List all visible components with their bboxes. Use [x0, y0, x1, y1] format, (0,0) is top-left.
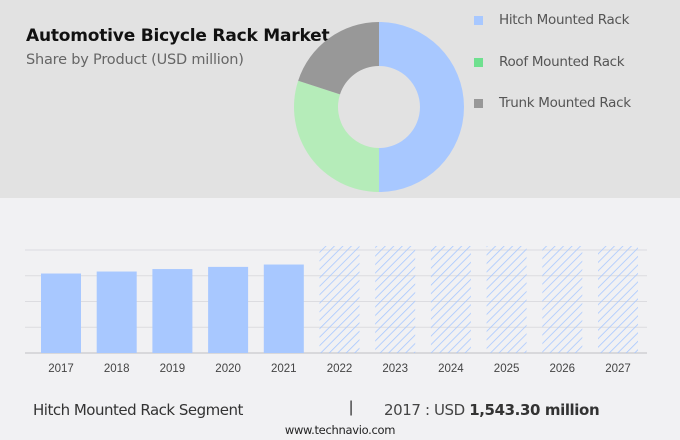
donut-slice-hitch-mounted-rack	[379, 22, 464, 192]
bar-2017	[41, 273, 81, 353]
legend-swatch-icon	[474, 15, 483, 25]
segment-value: 2017 : USD 1,543.30 million	[384, 401, 600, 419]
bar-2027	[598, 246, 638, 353]
x-tick-label: 2024	[438, 363, 464, 375]
bar-2026	[542, 246, 583, 353]
segment-label: Hitch Mounted Rack Segment	[33, 401, 243, 419]
x-axis-labels: 2017 2018 2019 2020 2021 2022 2023 2024 2025 2026…	[48, 363, 631, 375]
x-tick-label: 2023	[382, 363, 408, 375]
chart-title: Automotive Bicycle Rack Market	[26, 26, 330, 46]
bar-2019	[152, 269, 193, 353]
separator: |	[349, 399, 354, 416]
x-tick-label: 2017	[48, 363, 74, 375]
donut-slice-roof-mounted-rack	[294, 80, 379, 192]
x-tick-label: 2027	[605, 363, 631, 375]
x-tick-label: 2026	[550, 363, 576, 375]
bar-2025	[486, 246, 527, 353]
donut-chart	[294, 22, 464, 192]
header-panel: Automotive Bicycle Rack Market Share by …	[0, 0, 680, 198]
bar-2022	[319, 246, 360, 353]
bar-2024	[430, 246, 471, 353]
source-link: www.technavio.com	[284, 423, 396, 437]
x-tick-label: 2022	[327, 363, 353, 375]
bars	[41, 246, 638, 353]
x-tick-label: 2019	[160, 363, 186, 375]
legend-item-hitch: Hitch Mounted Rack	[474, 10, 674, 30]
bar-2023	[375, 246, 416, 353]
x-tick-label: 2021	[271, 363, 297, 375]
chart-subtitle: Share by Product (USD million)	[26, 52, 244, 68]
bar-chart: 2017 2018 2019 2020 2021 2022 2023 2024 2025 2026…	[25, 246, 647, 375]
legend-swatch-icon	[474, 57, 483, 67]
legend-swatch-icon	[474, 98, 483, 108]
bar-2020	[208, 266, 249, 353]
x-tick-label: 2020	[215, 363, 241, 375]
x-tick-label: 2018	[104, 363, 130, 375]
legend-item-trunk: Trunk Mounted Rack	[474, 93, 674, 113]
donut-slice-trunk-mounted-rack	[298, 22, 379, 95]
x-tick-label: 2025	[494, 363, 520, 375]
bar-2021	[263, 264, 304, 353]
segment-value-amount: 1,543.30 million	[469, 401, 600, 419]
legend-item-roof: Roof Mounted Rack	[474, 52, 674, 72]
bar-2018	[96, 271, 137, 353]
